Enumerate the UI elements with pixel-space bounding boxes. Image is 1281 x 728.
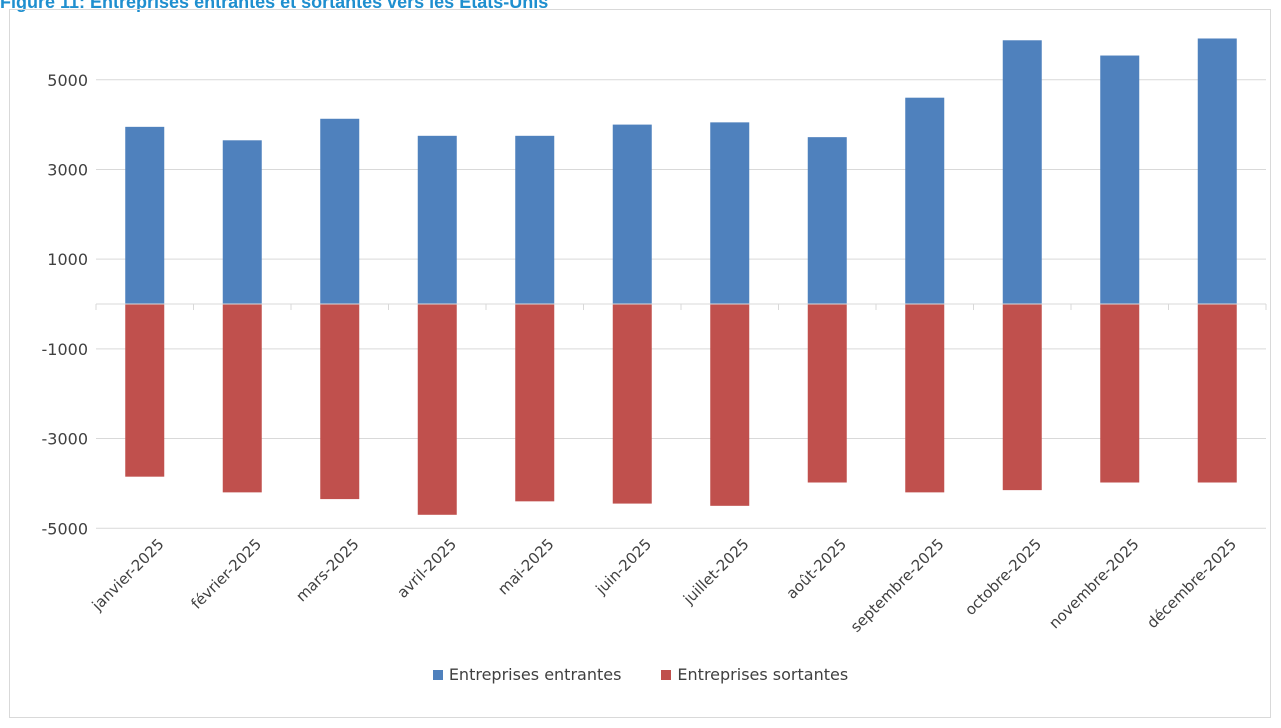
bar-entrantes[interactable] (1100, 55, 1140, 304)
bar-entrantes[interactable] (417, 135, 457, 304)
bar-sortantes[interactable] (515, 304, 555, 502)
bar-entrantes[interactable] (1197, 38, 1237, 304)
bars (125, 38, 1237, 515)
x-tick-label: septembre-2025 (847, 535, 948, 636)
bar-sortantes[interactable] (417, 304, 457, 515)
legend-item-sortantes[interactable]: Entreprises sortantes (661, 665, 848, 684)
bar-sortantes[interactable] (905, 304, 945, 493)
bar-sortantes[interactable] (612, 304, 652, 504)
x-tick-label: août-2025 (783, 535, 850, 602)
bar-sortantes[interactable] (125, 304, 165, 477)
y-tick-labels: 5000 3000 1000 -1000 -3000 -5000 (42, 71, 89, 539)
x-tick-label: novembre-2025 (1045, 535, 1142, 632)
y-tick-label: 1000 (47, 250, 88, 269)
bar-entrantes[interactable] (125, 126, 165, 304)
chart-area (9, 9, 1271, 718)
x-tick-label: juin-2025 (591, 535, 655, 599)
bar-entrantes[interactable] (320, 118, 360, 304)
legend: Entreprises entrantes Entreprises sortan… (0, 665, 1281, 684)
y-tick-label: 5000 (47, 71, 88, 90)
x-tick-label: octobre-2025 (961, 535, 1045, 619)
bar-sortantes[interactable] (807, 304, 847, 483)
legend-item-entrantes[interactable]: Entreprises entrantes (432, 665, 622, 684)
bar-sortantes[interactable] (1197, 304, 1237, 483)
y-tick-label: -3000 (42, 430, 89, 449)
y-tick-label: 3000 (47, 160, 88, 179)
x-axis (95, 303, 1267, 310)
bar-entrantes[interactable] (905, 97, 945, 304)
bar-entrantes[interactable] (710, 122, 750, 304)
bar-entrantes[interactable] (612, 124, 652, 304)
legend-label-entrantes: Entreprises entrantes (448, 665, 622, 684)
bar-sortantes[interactable] (710, 304, 750, 506)
x-tick-label: décembre-2025 (1143, 535, 1240, 632)
x-tick-label: juillet-2025 (679, 535, 752, 608)
bar-sortantes[interactable] (1002, 304, 1042, 491)
legend-swatch-entrantes (432, 669, 443, 680)
x-tick-label: mai-2025 (494, 535, 557, 598)
bar-entrantes[interactable] (515, 135, 555, 304)
y-tick-label: -1000 (42, 340, 89, 359)
bar-entrantes[interactable] (1002, 40, 1042, 304)
bar-sortantes[interactable] (320, 304, 360, 500)
bar-sortantes[interactable] (222, 304, 262, 493)
y-tick-label: -5000 (42, 519, 89, 538)
x-tick-label: février-2025 (187, 535, 265, 613)
legend-label-sortantes: Entreprises sortantes (677, 665, 849, 684)
x-tick-label: janvier-2025 (88, 535, 168, 615)
x-tick-label: avril-2025 (393, 535, 460, 602)
grid-lines (96, 79, 1266, 529)
x-tick-label: mars-2025 (292, 535, 362, 605)
bar-entrantes[interactable] (807, 137, 847, 304)
bar-sortantes[interactable] (1100, 304, 1140, 483)
bar-entrantes[interactable] (222, 140, 262, 304)
legend-swatch-sortantes (661, 669, 672, 680)
x-tick-labels: janvier-2025 février-2025 mars-2025 avril-2… (88, 535, 1240, 636)
